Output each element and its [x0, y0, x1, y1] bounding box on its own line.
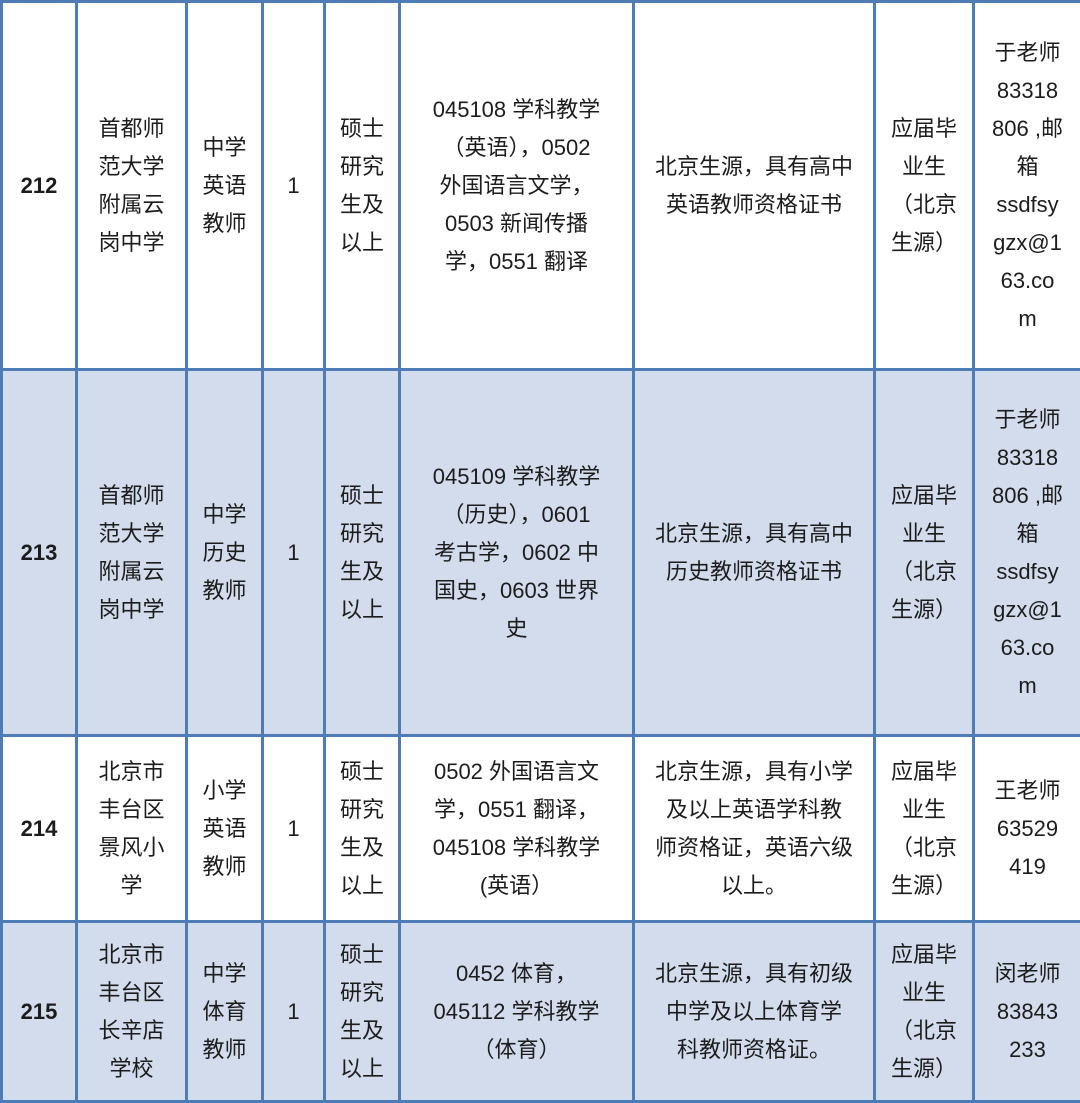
- cell-requirements: 北京生源，具有初级 中学及以上体育学 科教师资格证。: [634, 922, 875, 1102]
- cell-candidate-source: 应届毕 业生 （北京 生源）: [875, 922, 974, 1102]
- cell-contact: 王老师 63529 419: [974, 736, 1080, 922]
- cell-requirements: 北京生源，具有高中 英语教师资格证书: [634, 2, 875, 370]
- cell-candidate-source: 应届毕 业生 （北京 生源）: [875, 736, 974, 922]
- cell-major-codes: 0452 体育， 045112 学科教学 （体育）: [400, 922, 634, 1102]
- cell-row-number: 215: [2, 922, 77, 1102]
- table-row: 215 北京市 丰台区 长辛店 学校 中学 体育 教师 1 硕士 研究 生及 以…: [2, 922, 1080, 1102]
- cell-headcount: 1: [263, 370, 325, 736]
- cell-school-name: 首都师 范大学 附属云 岗中学: [77, 370, 187, 736]
- cell-major-codes: 0502 外国语言文 学，0551 翻译， 045108 学科教学 (英语）: [400, 736, 634, 922]
- cell-school-name: 北京市 丰台区 长辛店 学校: [77, 922, 187, 1102]
- table-row: 214 北京市 丰台区 景风小 学 小学 英语 教师 1 硕士 研究 生及 以上…: [2, 736, 1080, 922]
- cell-contact: 于老师 83318 806 ,邮 箱 ssdfsy gzx@1 63.co m: [974, 370, 1080, 736]
- cell-row-number: 213: [2, 370, 77, 736]
- cell-position: 中学 历史 教师: [187, 370, 263, 736]
- table-row: 213 首都师 范大学 附属云 岗中学 中学 历史 教师 1 硕士 研究 生及 …: [2, 370, 1080, 736]
- cell-candidate-source: 应届毕 业生 （北京 生源）: [875, 2, 974, 370]
- cell-candidate-source: 应届毕 业生 （北京 生源）: [875, 370, 974, 736]
- cell-contact: 于老师 83318 806 ,邮 箱 ssdfsy gzx@1 63.co m: [974, 2, 1080, 370]
- cell-position: 中学 体育 教师: [187, 922, 263, 1102]
- cell-position: 中学 英语 教师: [187, 2, 263, 370]
- cell-education: 硕士 研究 生及 以上: [325, 2, 400, 370]
- cell-headcount: 1: [263, 2, 325, 370]
- cell-position: 小学 英语 教师: [187, 736, 263, 922]
- cell-headcount: 1: [263, 736, 325, 922]
- cell-requirements: 北京生源，具有小学 及以上英语学科教 师资格证，英语六级 以上。: [634, 736, 875, 922]
- cell-contact: 闵老师 83843 233: [974, 922, 1080, 1102]
- cell-education: 硕士 研究 生及 以上: [325, 370, 400, 736]
- cell-major-codes: 045109 学科教学 （历史），0601 考古学，0602 中 国史，0603…: [400, 370, 634, 736]
- cell-requirements: 北京生源，具有高中 历史教师资格证书: [634, 370, 875, 736]
- cell-school-name: 首都师 范大学 附属云 岗中学: [77, 2, 187, 370]
- cell-row-number: 212: [2, 2, 77, 370]
- cell-row-number: 214: [2, 736, 77, 922]
- cell-education: 硕士 研究 生及 以上: [325, 922, 400, 1102]
- cell-school-name: 北京市 丰台区 景风小 学: [77, 736, 187, 922]
- table-row: 212 首都师 范大学 附属云 岗中学 中学 英语 教师 1 硕士 研究 生及 …: [2, 2, 1080, 370]
- cell-education: 硕士 研究 生及 以上: [325, 736, 400, 922]
- cell-headcount: 1: [263, 922, 325, 1102]
- cell-major-codes: 045108 学科教学 （英语），0502 外国语言文学， 0503 新闻传播 …: [400, 2, 634, 370]
